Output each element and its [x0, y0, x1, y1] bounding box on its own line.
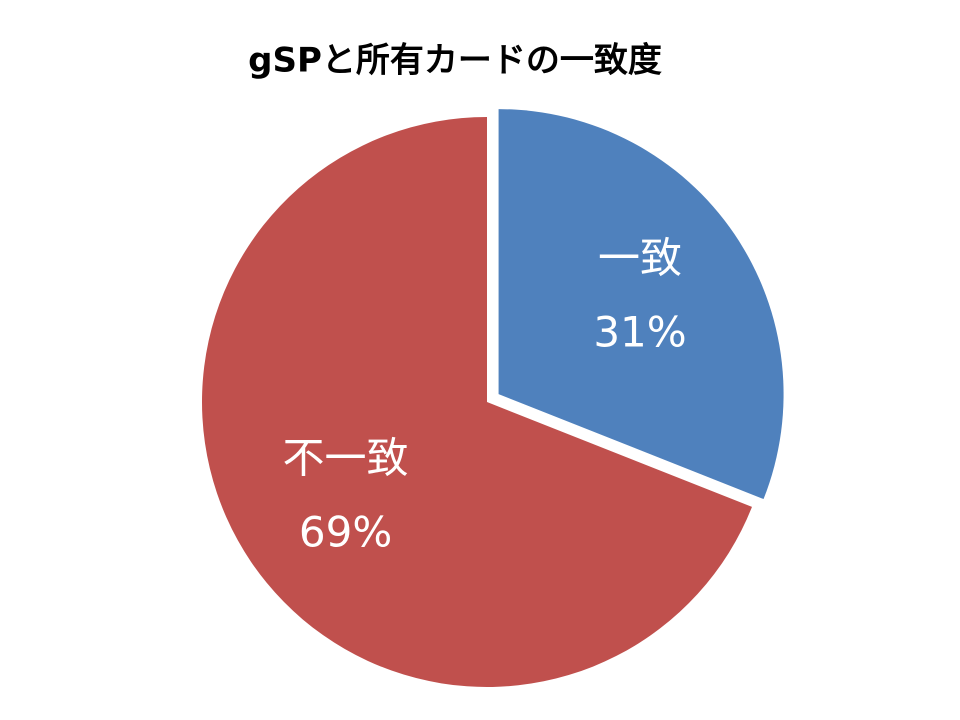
- chart-title: gSPと所有カードの一致度: [248, 41, 662, 81]
- pie-slice: [202, 117, 752, 688]
- pie-slice: [498, 109, 784, 500]
- slice-value: 69%: [299, 508, 392, 557]
- slice-label: 一致: [598, 234, 682, 283]
- slice-label: 不一致: [283, 434, 409, 483]
- slice-value: 31%: [593, 308, 686, 357]
